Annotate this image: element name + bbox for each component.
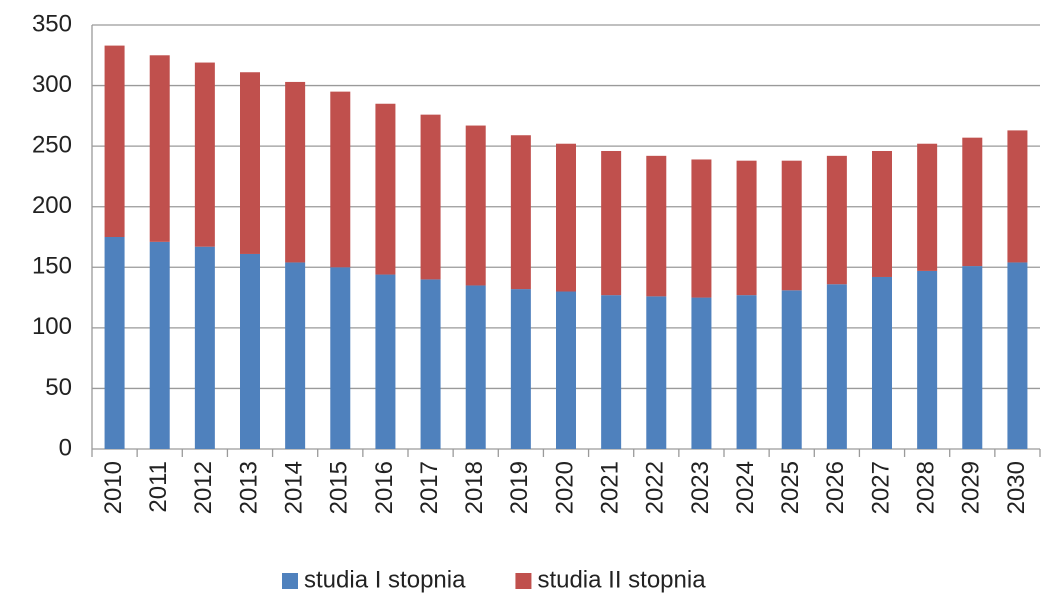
bar-segment xyxy=(240,253,260,449)
bar-segment xyxy=(375,103,396,275)
bar-segment xyxy=(510,289,531,449)
bar-segment xyxy=(1007,130,1028,263)
bar-segment xyxy=(646,155,667,297)
bar-segment xyxy=(330,267,351,449)
x-tick-label: 2018 xyxy=(461,461,488,514)
x-tick-label: 2011 xyxy=(145,461,172,513)
bar-segment xyxy=(104,45,125,237)
x-tick-label: 2027 xyxy=(867,461,894,514)
y-tick-label: 50 xyxy=(45,374,72,401)
x-tick-label: 2029 xyxy=(958,461,985,514)
bar-segment xyxy=(556,143,576,292)
bar-segment xyxy=(781,290,802,449)
x-tick-label: 2016 xyxy=(371,461,398,514)
bar-segment xyxy=(781,160,802,291)
bar-segment xyxy=(917,270,938,449)
bar-segment xyxy=(646,296,667,449)
x-tick-label: 2028 xyxy=(912,461,939,514)
x-tick-label: 2014 xyxy=(280,461,307,514)
y-tick-label: 150 xyxy=(32,253,72,280)
bar-segment xyxy=(917,143,938,271)
x-tick-label: 2017 xyxy=(416,461,443,514)
legend-swatch xyxy=(515,573,532,589)
x-tick-label: 2023 xyxy=(687,461,714,514)
bar-segment xyxy=(556,291,576,449)
y-tick-label: 0 xyxy=(59,434,72,461)
bar-segment xyxy=(240,72,260,254)
bar-segment xyxy=(962,266,983,449)
bar-segment xyxy=(826,155,847,285)
bar-segment xyxy=(285,81,306,263)
bar-segment xyxy=(420,279,441,449)
bar-segment xyxy=(601,295,622,449)
bar-segment xyxy=(872,276,892,449)
bar-segment xyxy=(872,150,892,277)
x-tick-label: 2019 xyxy=(506,461,533,514)
bar-segment xyxy=(104,237,125,449)
bar-segment xyxy=(691,297,712,449)
legend-label: studia II stopnia xyxy=(537,566,706,593)
x-tick-label: 2012 xyxy=(190,461,217,514)
bar-segment xyxy=(285,262,306,449)
x-tick-label: 2030 xyxy=(1003,461,1030,514)
x-tick-label: 2026 xyxy=(822,461,849,514)
bar-segment xyxy=(601,150,622,296)
y-tick-label: 300 xyxy=(32,71,72,98)
bar-segment xyxy=(330,91,351,268)
y-tick-label: 250 xyxy=(32,131,72,158)
bar-segment xyxy=(149,55,170,242)
bar-segment xyxy=(375,274,396,449)
x-tick-label: 2024 xyxy=(732,461,759,514)
bar-segment xyxy=(826,284,847,449)
y-tick-label: 100 xyxy=(32,313,72,340)
x-tick-label: 2015 xyxy=(326,461,353,514)
bar-segment xyxy=(510,135,531,290)
bar-segment xyxy=(465,125,486,286)
x-tick-label: 2022 xyxy=(642,461,669,514)
x-tick-label: 2013 xyxy=(235,461,262,514)
bar-segment xyxy=(194,246,215,449)
bar-segment xyxy=(962,137,983,267)
bar-segment xyxy=(420,114,441,280)
bar-segment xyxy=(736,160,757,296)
bar-segment xyxy=(149,241,170,449)
bar-segment xyxy=(194,62,215,247)
bar-segment xyxy=(736,295,757,449)
y-tick-label: 200 xyxy=(32,192,72,219)
legend-label: studia I stopnia xyxy=(304,566,466,593)
y-tick-label: 350 xyxy=(32,10,72,37)
x-tick-label: 2025 xyxy=(777,461,804,514)
bar-segment xyxy=(465,285,486,449)
x-tick-label: 2021 xyxy=(596,461,623,514)
x-tick-label: 2020 xyxy=(551,461,578,514)
bar-segment xyxy=(1007,262,1028,449)
x-tick-label: 2010 xyxy=(100,461,127,514)
bar-segment xyxy=(691,159,712,298)
legend-swatch xyxy=(282,573,298,589)
